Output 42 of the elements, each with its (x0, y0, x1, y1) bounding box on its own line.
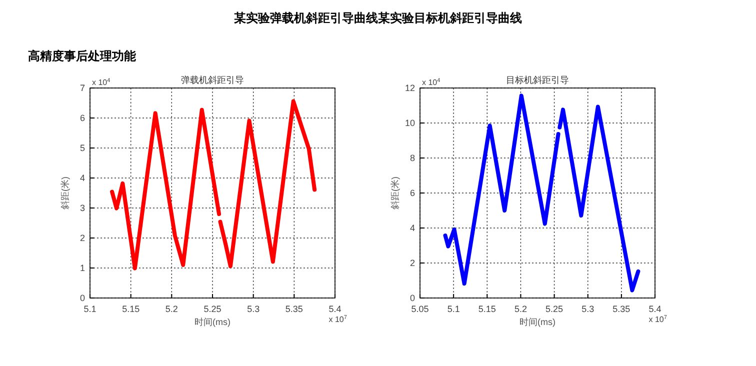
x-axis-title: 时间(ms) (520, 317, 556, 327)
text: 高精度事后处理功能 (28, 49, 137, 63)
x-tick-label: 5.35 (612, 304, 630, 314)
x-tick-label: 5.3 (582, 304, 594, 314)
x-tick-label: 5.3 (247, 304, 260, 314)
x-tick-label: 5.1 (447, 304, 460, 314)
y-tick-label: 6 (80, 113, 85, 123)
x-tick-label: 5.25 (204, 304, 222, 314)
y-tick-label: 8 (410, 153, 415, 163)
y-tick-label: 4 (80, 173, 85, 183)
x-tick-label: 5.1 (84, 304, 96, 314)
y-tick-label: 10 (404, 118, 415, 128)
x-tick-label: 5.2 (514, 304, 527, 314)
x-tick-label: 5.05 (411, 304, 429, 314)
chart-title: 目标机斜距引导 (506, 75, 569, 85)
y-axis-title: 斜距(米) (60, 176, 70, 210)
y-axis-title: 斜距(米) (390, 176, 400, 210)
y-tick-label: 3 (80, 203, 85, 213)
y-tick-label: 2 (80, 233, 85, 243)
x-tick-label: 5.15 (122, 304, 140, 314)
y-tick-label: 0 (80, 293, 85, 303)
y-tick-label: 6 (410, 188, 415, 198)
x-tick-label: 5.2 (165, 304, 178, 314)
text: x 10$^{7}$ (648, 315, 667, 324)
y-tick-label: 0 (410, 293, 415, 303)
y-tick-label: 4 (410, 223, 415, 233)
text: 某实验弹载机斜距引导曲线某实验目标机斜距引导曲线 (233, 11, 522, 25)
x-tick-label: 5.25 (546, 304, 564, 314)
x-tick-label: 5.4 (328, 304, 342, 314)
y-tick-label: 12 (404, 83, 415, 93)
text: x 10$^{7}$ (328, 315, 347, 324)
chart-title: 弹载机斜距引导 (181, 75, 244, 85)
y-tick-label: 1 (80, 263, 85, 273)
y-tick-label: 5 (80, 143, 85, 153)
y-tick-label: 2 (410, 258, 415, 268)
x-tick-label: 5.15 (478, 304, 496, 314)
text: x 10$^{4}$ (92, 78, 110, 87)
text: x 10$^{4}$ (422, 78, 440, 87)
x-tick-label: 5.4 (648, 304, 662, 314)
x-tick-label: 5.35 (285, 304, 303, 314)
y-tick-label: 7 (80, 83, 85, 93)
x-axis-title: 时间(ms) (194, 317, 230, 327)
